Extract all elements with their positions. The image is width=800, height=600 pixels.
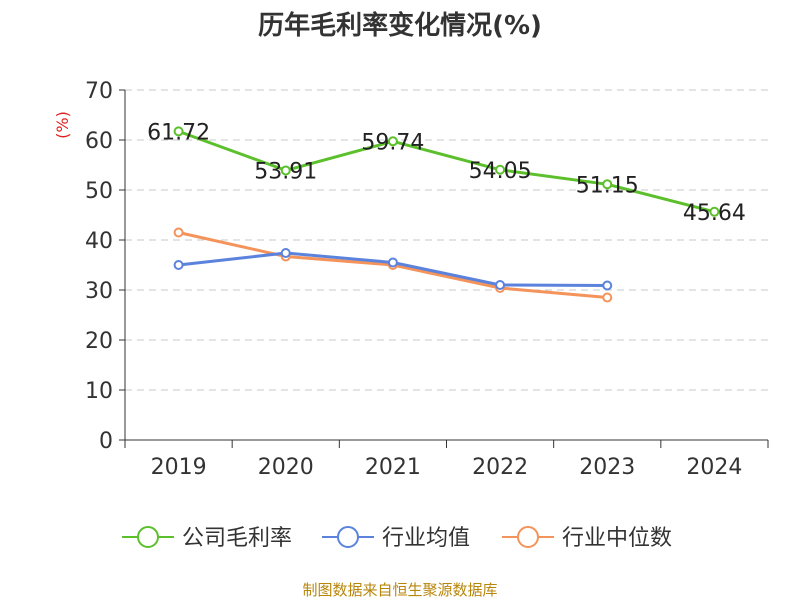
y-tick-label: 10 (85, 379, 113, 404)
data-label: 59.74 (361, 130, 424, 155)
data-point[interactable] (709, 206, 720, 217)
y-tick-label: 0 (99, 429, 113, 454)
source-note: 制图数据来自恒生聚源数据库 (302, 581, 497, 599)
series-line (177, 129, 716, 214)
legend-label: 公司毛利率 (182, 526, 292, 551)
data-label: 53.91 (254, 159, 317, 184)
x-tick-label: 2022 (472, 455, 528, 480)
x-tick-label: 2020 (258, 455, 314, 480)
data-point[interactable] (173, 260, 184, 270)
data-point[interactable] (280, 165, 291, 176)
data-point[interactable] (602, 292, 613, 303)
legend-label: 行业均值 (382, 526, 470, 551)
series-1 (173, 126, 720, 217)
y-tick-label: 60 (85, 129, 113, 154)
y-tick-label: 40 (85, 229, 113, 254)
series-group: 61.72 53.91 59.74 54.05 51.15 45.64 (147, 120, 746, 303)
legend-item-2[interactable]: 行业均值 (322, 526, 470, 551)
data-label: 51.15 (576, 173, 639, 198)
legend-marker (517, 526, 539, 548)
data-point[interactable] (495, 280, 506, 290)
legend-marker (337, 526, 359, 548)
legend-item-1[interactable]: 公司毛利率 (122, 526, 292, 551)
x-tick-label: 2024 (686, 455, 742, 480)
legend-item-3[interactable]: 行业中位数 (502, 526, 672, 551)
series-2 (173, 248, 613, 291)
x-tick-label: 2019 (151, 455, 207, 480)
data-point[interactable] (280, 248, 291, 258)
legend-label: 行业中位数 (562, 526, 672, 551)
y-axis-unit-label: (%) (53, 111, 72, 139)
y-tick-label: 20 (85, 329, 113, 354)
data-label: 45.64 (683, 201, 746, 226)
x-tick-label: 2021 (365, 455, 421, 480)
data-point[interactable] (173, 227, 184, 238)
chart-title: 历年毛利率变化情况(%) (258, 10, 542, 41)
data-point[interactable] (387, 257, 398, 268)
data-label: 61.72 (147, 120, 210, 145)
data-point[interactable] (602, 179, 613, 190)
y-tick-label: 30 (85, 279, 113, 304)
y-tick-label: 70 (85, 79, 113, 104)
data-point[interactable] (602, 280, 613, 291)
legend[interactable]: 公司毛利率 行业均值 行业中位数 (122, 526, 672, 551)
data-point[interactable] (387, 136, 398, 147)
x-tick-label: 2023 (579, 455, 635, 480)
data-label: 54.05 (469, 159, 532, 184)
y-tick-label: 50 (85, 179, 113, 204)
legend-marker (137, 526, 159, 548)
data-point[interactable] (495, 164, 506, 175)
data-point[interactable] (173, 126, 184, 137)
grid-lines (125, 89, 768, 391)
axes: 0 10 20 30 40 50 60 70 2019 2020 2021 2022 2023 2024 (85, 79, 769, 480)
